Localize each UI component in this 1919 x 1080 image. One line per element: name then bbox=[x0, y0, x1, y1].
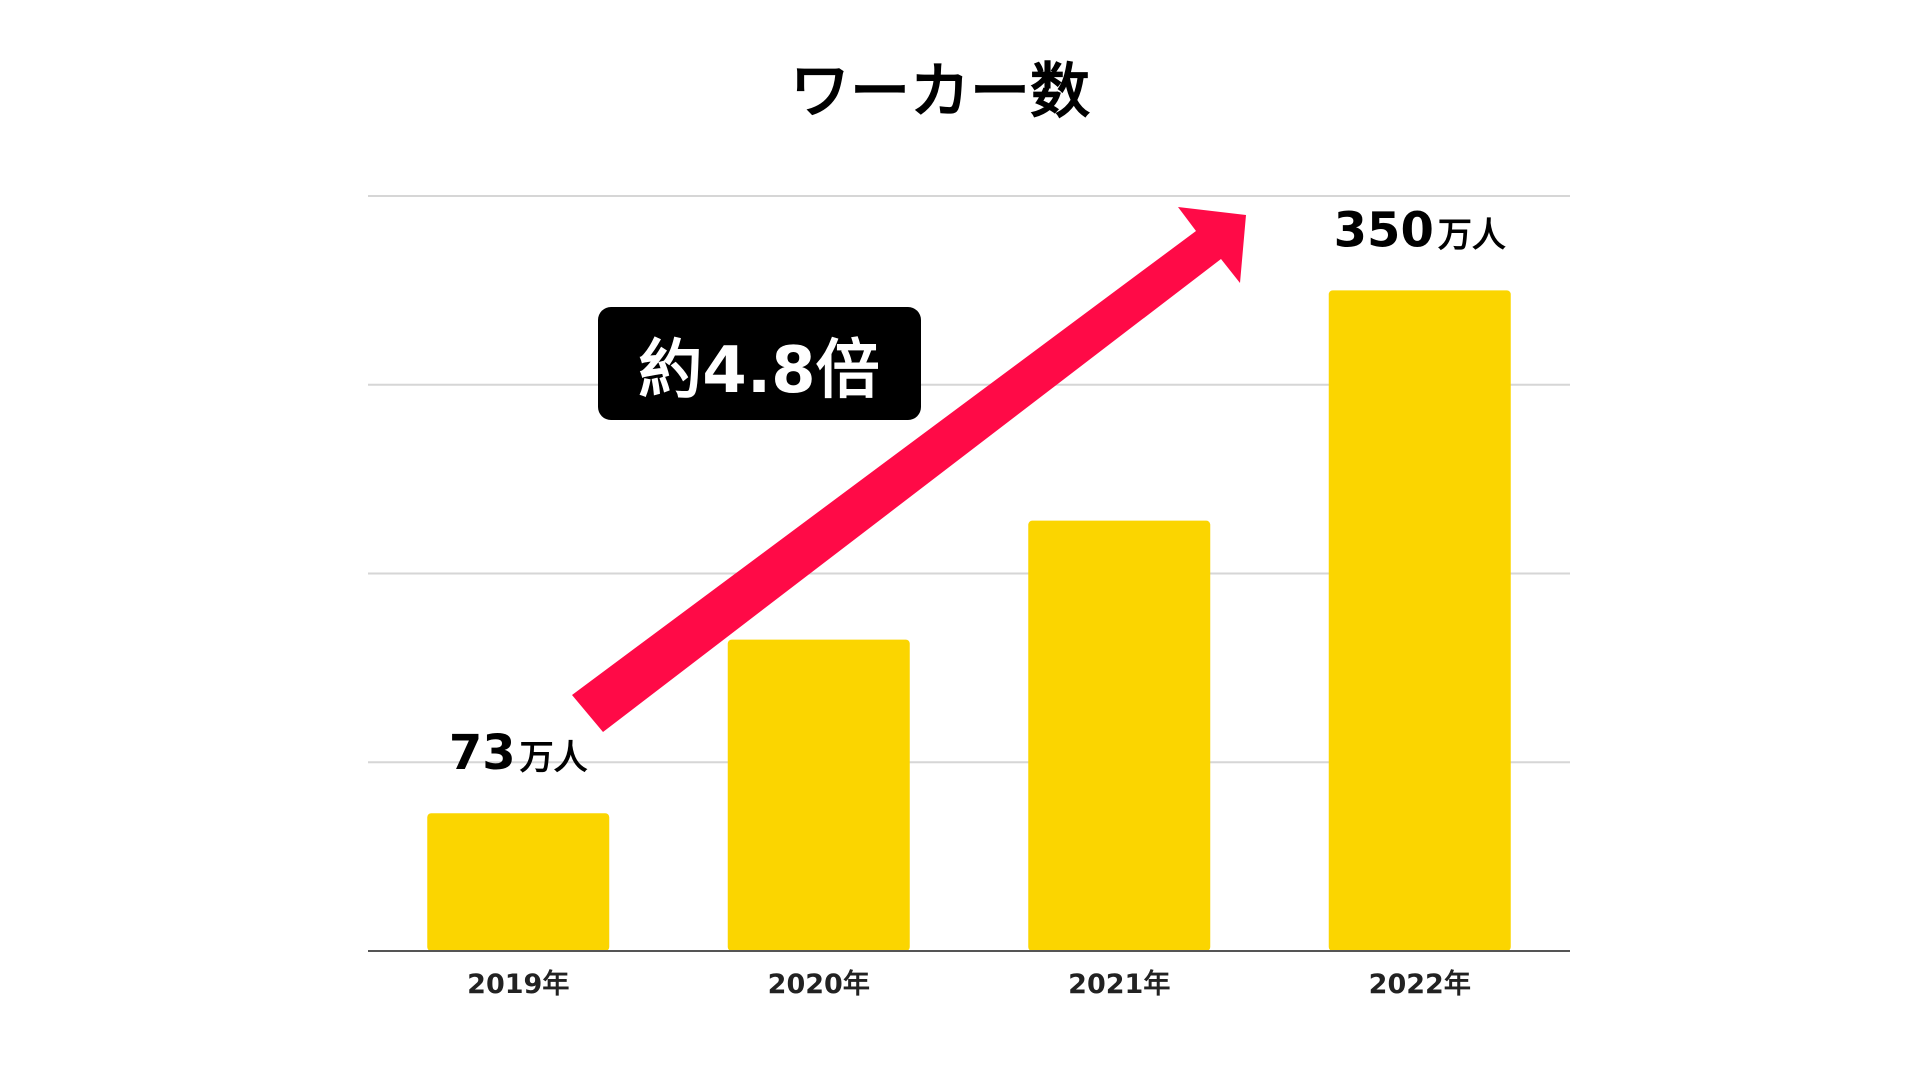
growth-annotation: 約4.8倍 bbox=[572, 207, 1246, 732]
data-label-value: 350 bbox=[1334, 202, 1434, 258]
data-label-unit: 万人 bbox=[520, 738, 588, 778]
bars bbox=[427, 290, 1511, 951]
growth-badge bbox=[598, 307, 921, 420]
growth-badge-text: 約4.8倍 bbox=[638, 334, 879, 408]
chart-title: ワーカー数 bbox=[790, 57, 1090, 127]
bar-2020年 bbox=[727, 639, 910, 951]
data-label: 350 万人 bbox=[1334, 202, 1506, 258]
bar-2021年 bbox=[1028, 520, 1211, 951]
bar-2019年 bbox=[427, 813, 610, 951]
x-tick-label: 2022年 bbox=[1369, 968, 1471, 1000]
data-label-value: 73 bbox=[449, 725, 516, 781]
x-tick-label: 2020年 bbox=[768, 968, 870, 1000]
data-label-unit: 万人 bbox=[1438, 215, 1506, 255]
growth-arrow-icon bbox=[572, 207, 1246, 732]
bar-2022年 bbox=[1328, 290, 1511, 951]
x-tick-label: 2021年 bbox=[1068, 968, 1170, 1000]
x-tick-label: 2019年 bbox=[467, 968, 569, 1000]
data-label: 73 万人 bbox=[449, 725, 588, 781]
x-tick-labels: 2019年 2020年 2021年 2022年 bbox=[467, 968, 1471, 1000]
